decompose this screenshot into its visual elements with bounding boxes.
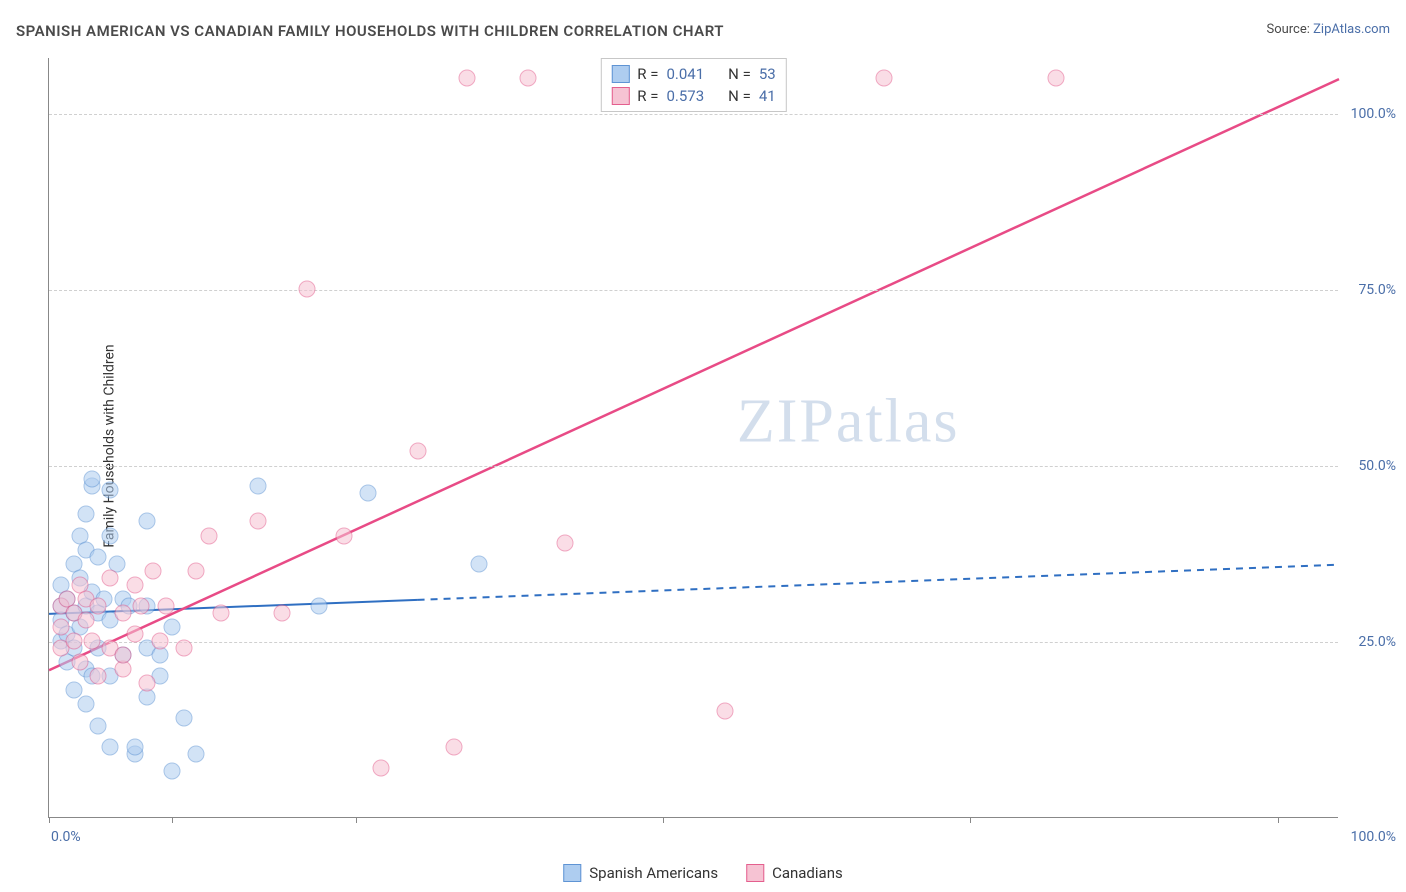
data-point [127,576,144,593]
data-point [249,513,266,530]
data-point [71,654,88,671]
data-point [446,738,463,755]
legend-item: Spanish Americans [563,864,718,882]
data-point [409,443,426,460]
x-tick [970,817,971,823]
data-point [65,633,82,650]
data-point [335,527,352,544]
data-point [188,745,205,762]
data-point [458,70,475,87]
data-point [90,548,107,565]
n-value: 41 [759,87,776,105]
data-point [274,604,291,621]
legend-swatch [746,864,764,882]
x-tick [1278,817,1279,823]
data-point [90,597,107,614]
legend-label: Spanish Americans [589,864,718,882]
data-point [157,597,174,614]
data-point [200,527,217,544]
y-tick-label: 75.0% [1358,282,1396,298]
data-point [213,604,230,621]
gridline [49,290,1338,291]
n-value: 53 [759,65,776,83]
data-point [127,738,144,755]
data-point [90,668,107,685]
n-label: N = [728,87,751,105]
data-point [145,562,162,579]
data-point [176,640,193,657]
data-point [520,70,537,87]
data-point [114,647,131,664]
data-point [77,696,94,713]
y-tick-label: 50.0% [1358,458,1396,474]
data-point [372,759,389,776]
stats-row: R = 0.041 N = 53 [611,63,775,85]
data-point [77,506,94,523]
data-point [249,478,266,495]
data-point [65,682,82,699]
data-point [471,555,488,572]
x-axis-max-label: 100.0% [1351,829,1396,845]
data-point [102,738,119,755]
data-point [163,763,180,780]
x-tick [172,817,173,823]
r-value: 0.573 [666,87,704,105]
data-point [102,569,119,586]
r-value: 0.041 [666,65,704,83]
series-swatch [611,65,629,83]
y-tick-label: 100.0% [1351,106,1396,122]
data-point [84,471,101,488]
data-point [876,70,893,87]
source-attribution: Source: ZipAtlas.com [1266,22,1390,37]
data-point [90,717,107,734]
regression-lines [49,58,1339,818]
data-point [127,626,144,643]
gridline [49,466,1338,467]
stats-row: R = 0.573 N = 41 [611,85,775,107]
source-link[interactable]: ZipAtlas.com [1313,22,1390,37]
r-label: R = [637,65,658,83]
series-swatch [611,87,629,105]
data-point [53,619,70,636]
r-label: R = [637,87,658,105]
data-point [311,597,328,614]
legend: Spanish Americans Canadians [563,864,842,882]
x-tick [49,817,50,823]
correlation-stats-box: R = 0.041 N = 53 R = 0.573 N = 41 [600,58,786,112]
gridline [49,114,1338,115]
data-point [77,611,94,628]
data-point [139,513,156,530]
chart-title: SPANISH AMERICAN VS CANADIAN FAMILY HOUS… [16,22,724,40]
data-point [1048,70,1065,87]
y-tick-label: 25.0% [1358,634,1396,650]
data-point [163,619,180,636]
data-point [102,481,119,498]
n-label: N = [728,65,751,83]
legend-label: Canadians [772,864,843,882]
plot-area: ZIPatlas R =0.041N =53R =0.573N =41 0.0%… [48,58,1338,818]
x-tick [356,817,357,823]
data-point [151,633,168,650]
data-point [102,527,119,544]
data-point [139,675,156,692]
data-point [360,485,377,502]
data-point [716,703,733,720]
data-point [557,534,574,551]
data-point [299,281,316,298]
source-prefix: Source: [1266,22,1313,37]
legend-item: Canadians [746,864,843,882]
data-point [84,633,101,650]
gridline [49,642,1338,643]
x-axis-min-label: 0.0% [51,829,81,845]
data-point [176,710,193,727]
data-point [133,597,150,614]
legend-swatch [563,864,581,882]
data-point [114,604,131,621]
data-point [188,562,205,579]
x-tick [663,817,664,823]
